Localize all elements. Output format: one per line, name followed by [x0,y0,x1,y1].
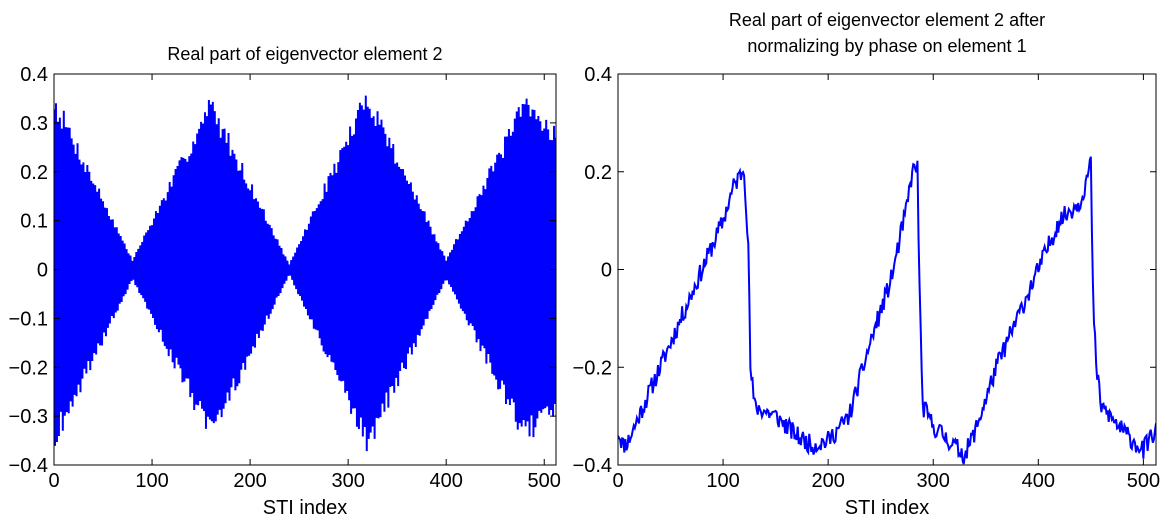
y-tick-label: 0.4 [20,64,48,86]
y-tick-label: 0 [601,260,612,282]
y-tick-label: 0.1 [20,211,48,233]
x-tick-label: 200 [811,470,844,492]
chart-title: Real part of eigenvector element 2 after [729,10,1045,30]
chart-panel-2: 0 100 200 300 400 500 −0.4 −0.2 0 0.2 0.4 Real part… [573,10,1161,519]
y-tick-label: 0.2 [584,162,612,184]
x-tick-label: 100 [135,470,168,492]
y-tick-label: −0.4 [573,455,612,477]
y-tick-label: 0.3 [20,113,48,135]
x-tick-label: 200 [233,470,266,492]
y-tick-label: −0.3 [9,406,48,428]
y-tick-label: −0.2 [573,357,612,379]
chart-panel-1: 0 100 200 300 400 500 −0.4 −0.3 −0.2 −0.1 0 0.1 0.2 0… [9,44,561,519]
chart-title: Real part of eigenvector element 2 [167,44,442,64]
series-line [54,95,556,452]
series-line [618,156,1156,465]
x-tick-label: 500 [528,470,561,492]
chart-title: normalizing by phase on element 1 [747,36,1026,56]
x-tick-label: 0 [612,470,623,492]
x-axis-label: STI index [845,497,929,519]
y-tick-label: 0 [37,260,48,282]
x-tick-label: 100 [706,470,739,492]
y-tick-label: −0.2 [9,357,48,379]
y-tick-label: −0.1 [9,308,48,330]
y-tick-label: 0.4 [584,64,612,86]
x-axis-label: STI index [263,497,347,519]
y-tick-label: −0.4 [9,455,48,477]
y-tick-label: 0.2 [20,162,48,184]
x-tick-label: 400 [1022,470,1055,492]
x-tick-label: 300 [917,470,950,492]
x-tick-label: 300 [331,470,364,492]
x-tick-label: 400 [430,470,463,492]
x-tick-label: 500 [1127,470,1160,492]
x-tick-label: 0 [48,470,59,492]
